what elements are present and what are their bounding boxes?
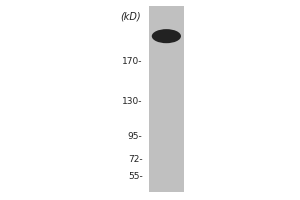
Text: (kD): (kD) bbox=[120, 11, 141, 21]
Text: 130-: 130- bbox=[122, 97, 142, 106]
Text: 95-: 95- bbox=[128, 132, 142, 141]
Text: 55-: 55- bbox=[128, 172, 142, 181]
Ellipse shape bbox=[152, 29, 181, 43]
Text: COLO205: COLO205 bbox=[160, 0, 194, 1]
FancyBboxPatch shape bbox=[148, 6, 184, 192]
Text: 72-: 72- bbox=[128, 155, 142, 164]
Text: 170-: 170- bbox=[122, 57, 142, 66]
